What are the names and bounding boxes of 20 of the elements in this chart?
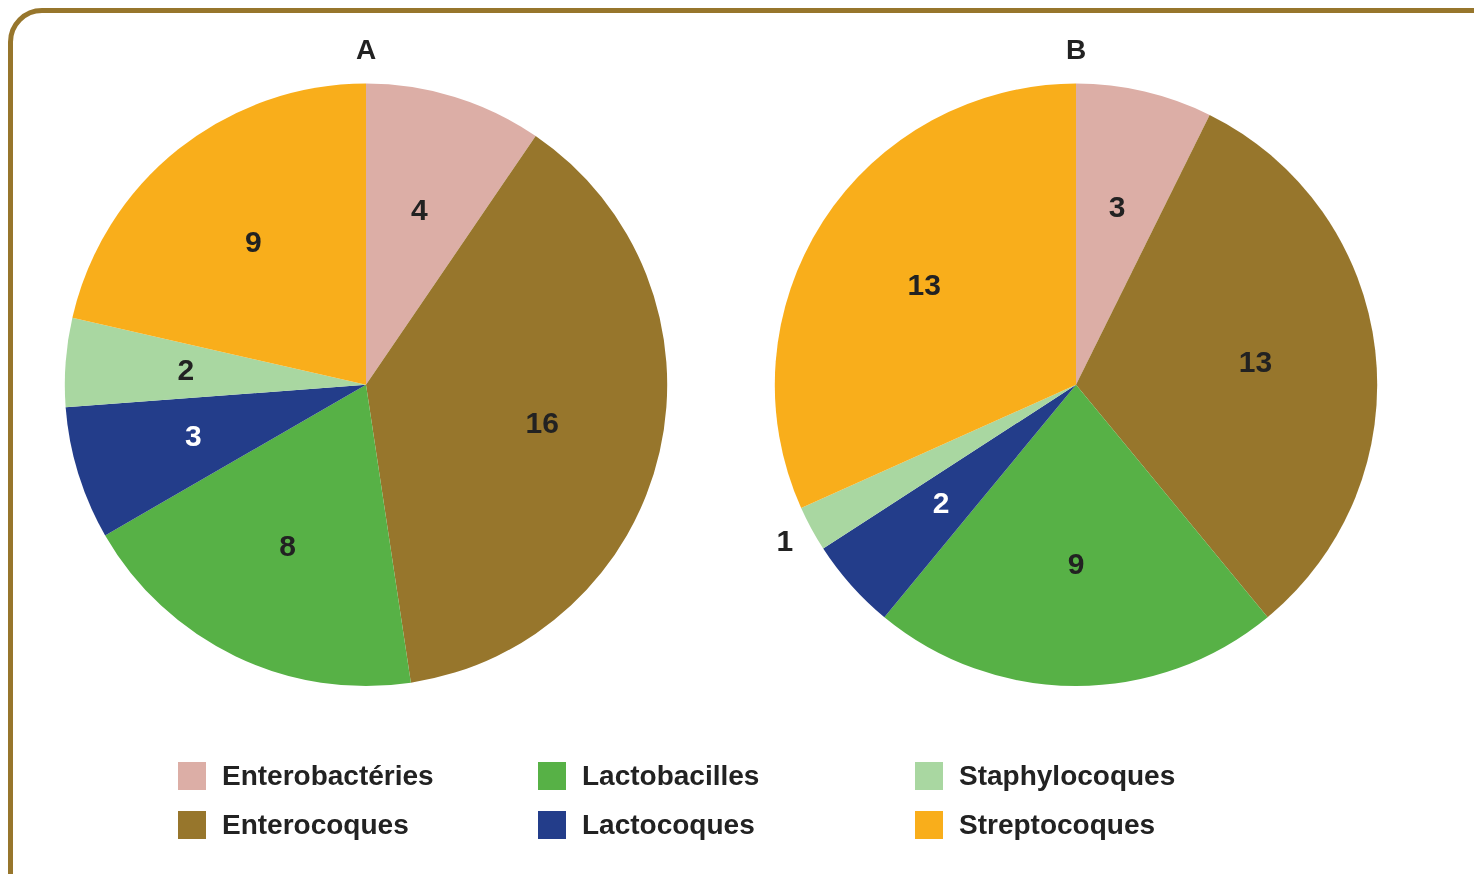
data-label: 3 [184, 419, 202, 453]
chart-title: A [355, 33, 377, 65]
data-label: 2 [177, 352, 195, 386]
data-label: 16 [525, 406, 559, 440]
legend-label: Enterobactéries [222, 760, 434, 792]
chart-title: B [1065, 33, 1087, 65]
data-label: 2 [932, 486, 950, 520]
legend-label: Enterocoques [222, 809, 409, 841]
data-label: 9 [1067, 546, 1085, 580]
data-label: 1 [776, 524, 794, 558]
data-label: 13 [1238, 345, 1273, 379]
data-label: 8 [279, 528, 296, 562]
data-label: 4 [410, 193, 428, 227]
data-label: 3 [1108, 190, 1126, 224]
legend-label: Streptocoques [959, 809, 1156, 841]
data-label: 9 [244, 224, 262, 258]
data-label: 13 [907, 267, 941, 301]
legend-label: Lactocoques [582, 809, 755, 841]
legend-label: Lactobacilles [582, 760, 760, 792]
legend-label: Staphylocoques [959, 760, 1176, 792]
